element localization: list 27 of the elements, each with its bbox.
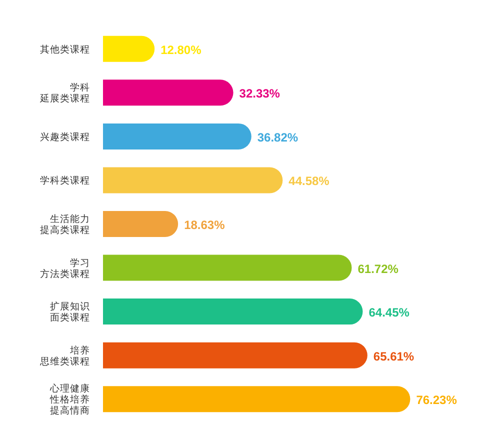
data-label: 76.23% (416, 393, 458, 408)
y-tick-label: 学科类课程 (40, 174, 90, 187)
y-tick-label: 学习方法类课程 (40, 256, 90, 280)
y-tick-label: 生活能力提高类课程 (40, 213, 90, 236)
bar (103, 342, 368, 368)
y-tick-label: 扩展知识面类课程 (50, 300, 90, 324)
data-label: 18.63% (184, 218, 226, 232)
data-label: 36.82% (257, 130, 298, 144)
bar (103, 298, 363, 325)
data-label: 44.58% (288, 174, 330, 188)
data-label: 12.80% (160, 42, 202, 57)
data-label: 65.61% (373, 349, 414, 364)
y-tick-label: 心理健康性格培养提高情商 (49, 382, 90, 417)
bar (103, 211, 178, 237)
bar (103, 123, 252, 150)
data-label: 61.72% (358, 262, 399, 276)
y-tick-label: 培养思维类课程 (39, 344, 90, 368)
bar (103, 167, 283, 194)
y-tick-label: 学科延展类课程 (39, 82, 90, 105)
data-label: 64.45% (368, 306, 410, 320)
y-tick-label: 其他类课程 (40, 43, 90, 56)
bar (103, 386, 410, 412)
bar (103, 254, 352, 281)
bar (103, 80, 234, 106)
y-tick-label: 兴趣类课程 (40, 130, 90, 143)
bar (103, 36, 155, 62)
data-label: 32.33% (239, 86, 280, 101)
